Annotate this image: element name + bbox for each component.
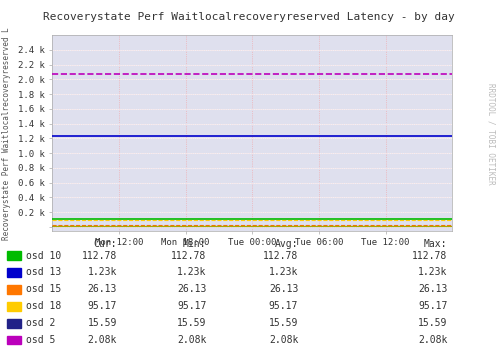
Text: 15.59: 15.59 <box>269 318 298 328</box>
Text: 26.13: 26.13 <box>418 284 447 294</box>
Text: osd 10: osd 10 <box>26 251 61 260</box>
Text: Min:: Min: <box>183 239 206 249</box>
Text: 1.23k: 1.23k <box>418 268 447 277</box>
Text: 15.59: 15.59 <box>177 318 206 328</box>
Text: 15.59: 15.59 <box>418 318 447 328</box>
Text: 112.78: 112.78 <box>412 251 447 260</box>
Text: osd 13: osd 13 <box>26 268 61 277</box>
Text: 95.17: 95.17 <box>87 301 117 311</box>
Text: osd 2: osd 2 <box>26 318 55 328</box>
Text: 95.17: 95.17 <box>269 301 298 311</box>
Text: 1.23k: 1.23k <box>87 268 117 277</box>
Text: 1.23k: 1.23k <box>269 268 298 277</box>
Text: 1.23k: 1.23k <box>177 268 206 277</box>
Text: 26.13: 26.13 <box>87 284 117 294</box>
Text: RRDTOOL / TOBI OETIKER: RRDTOOL / TOBI OETIKER <box>487 83 496 185</box>
Text: 26.13: 26.13 <box>269 284 298 294</box>
Text: 95.17: 95.17 <box>418 301 447 311</box>
Text: Cur:: Cur: <box>93 239 117 249</box>
Text: 2.08k: 2.08k <box>418 335 447 345</box>
Text: 112.78: 112.78 <box>82 251 117 260</box>
Text: osd 5: osd 5 <box>26 335 55 345</box>
Text: 2.08k: 2.08k <box>177 335 206 345</box>
Text: Recoverystate Perf Waitlocalrecoveryreserved L: Recoverystate Perf Waitlocalrecoveryrese… <box>2 27 11 240</box>
Text: Avg:: Avg: <box>275 239 298 249</box>
Text: 15.59: 15.59 <box>87 318 117 328</box>
Text: Max:: Max: <box>424 239 447 249</box>
Text: 26.13: 26.13 <box>177 284 206 294</box>
Text: osd 18: osd 18 <box>26 301 61 311</box>
Text: 2.08k: 2.08k <box>269 335 298 345</box>
Text: 112.78: 112.78 <box>171 251 206 260</box>
Text: osd 15: osd 15 <box>26 284 61 294</box>
Text: 112.78: 112.78 <box>263 251 298 260</box>
Text: 2.08k: 2.08k <box>87 335 117 345</box>
Text: 95.17: 95.17 <box>177 301 206 311</box>
Text: Recoverystate Perf Waitlocalrecoveryreserved Latency - by day: Recoverystate Perf Waitlocalrecoveryrese… <box>43 12 454 22</box>
